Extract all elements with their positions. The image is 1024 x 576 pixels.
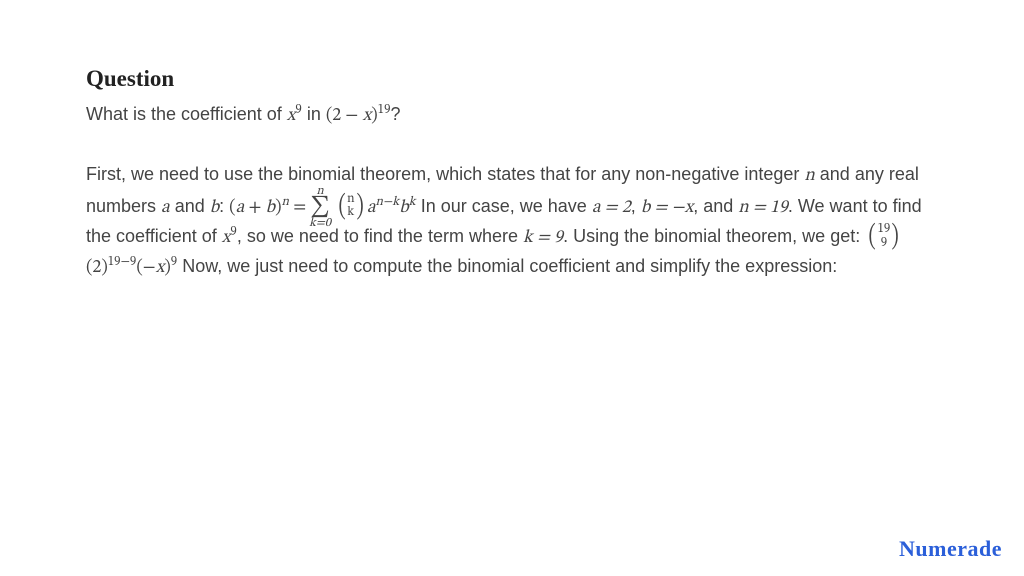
a-sum-top: n [317, 182, 324, 201]
a-p2f: . Using the binomial theorem, we get: [563, 226, 865, 246]
a-binom1-top: n [347, 193, 354, 207]
a-term3-open: (− [136, 259, 155, 277]
a-var-b: b [210, 199, 219, 217]
a-rhs-b: b [399, 199, 408, 217]
a-p2c: , and [693, 196, 738, 216]
q-expr-var: x [363, 107, 372, 125]
a-binom1: (nk) [335, 193, 367, 222]
q-post: ? [391, 104, 401, 124]
a-binom2-bot: 9 [881, 237, 887, 251]
a-p2e: , so we need to find the term where [237, 226, 523, 246]
q-expr-exp: 19 [378, 104, 391, 117]
q-expr-open: (2 − [326, 107, 363, 125]
brand-logo: Numerade [899, 536, 1002, 562]
q-pre: What is the coefficient of [86, 104, 287, 124]
page-root: Question What is the coefficient of x9 i… [0, 0, 1024, 576]
a-sum-bot: k=0 [309, 214, 331, 233]
a-lhs-b: b [266, 199, 275, 217]
a-lhs-exp: n [282, 196, 289, 209]
a-p1a: First, we need to use the binomial theor… [86, 164, 804, 184]
a-assign-b: b = −x [641, 199, 693, 217]
a-term2-exp: 19−9 [108, 256, 137, 269]
a-lhs-plus: + [244, 199, 265, 217]
a-rhs-a-exp: n−k [375, 196, 399, 209]
a-assign-k: k = 9 [523, 229, 563, 247]
a-p1c: and [170, 196, 210, 216]
q-mid: in [302, 104, 326, 124]
a-sum: n∑k=0 [310, 191, 329, 223]
a-binom2-top: 19 [878, 223, 891, 237]
a-rhs-b-exp: k [409, 196, 416, 209]
a-term2-open: (2) [86, 259, 108, 277]
a-eq: = [289, 199, 310, 217]
a-binom1-bot: k [347, 206, 354, 220]
a-var-a: a [161, 199, 170, 217]
a-p2a: In our case, we have [416, 196, 592, 216]
question-text: What is the coefficient of x9 in (2 − x)… [86, 102, 938, 129]
a-p2b: , [631, 196, 641, 216]
question-heading: Question [86, 66, 938, 92]
a-lhs-a: a [236, 199, 245, 217]
a-assign-a: a = 2 [592, 199, 631, 217]
a-binom2: (199) [865, 223, 902, 252]
a-p3: Now, we just need to compute the binomia… [177, 256, 837, 276]
a-p1d: : [219, 196, 229, 216]
a-var-n: n [804, 167, 814, 185]
a-assign-n: n = 19 [738, 199, 788, 217]
answer-text: First, we need to use the binomial theor… [86, 161, 938, 283]
